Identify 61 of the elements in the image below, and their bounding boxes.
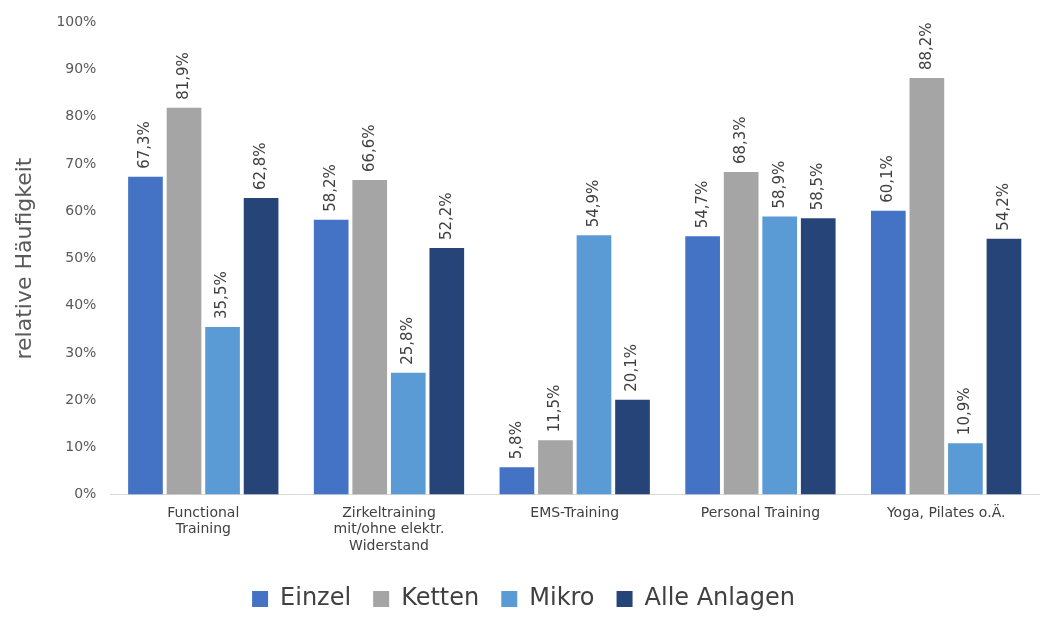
y-tick-label: 50%	[65, 249, 97, 266]
data-label: 5,8%	[506, 421, 525, 460]
bar	[128, 176, 163, 495]
y-tick-label: 90%	[65, 60, 97, 77]
bar	[986, 238, 1022, 495]
y-tick-label: 100%	[56, 13, 97, 30]
y-axis-title: relative Häufigkeit	[10, 157, 36, 360]
y-tick-label: 40%	[65, 296, 97, 313]
y-tick-label: 20%	[65, 390, 97, 407]
data-label: 54,2%	[993, 183, 1012, 231]
bar	[762, 216, 798, 495]
data-label: 58,5%	[808, 162, 827, 211]
bar	[576, 235, 612, 495]
y-tick-label: 80%	[65, 107, 97, 124]
data-label: 54,7%	[692, 180, 711, 229]
data-label: 60,1%	[878, 155, 897, 203]
data-label: 81,9%	[173, 52, 192, 100]
bar	[800, 218, 836, 495]
legend-label: Ketten	[401, 583, 480, 612]
legend-label: Mikro	[529, 583, 595, 612]
y-tick-label: 70%	[65, 154, 97, 171]
data-label: 11,5%	[545, 384, 564, 433]
bar	[205, 326, 240, 495]
x-tick-label: Functional Training	[167, 503, 240, 537]
legend-label: Alle Anlagen	[644, 583, 795, 612]
bar	[615, 399, 650, 495]
data-label: 10,9%	[955, 387, 974, 436]
x-tick-label: EMS-Training	[530, 503, 620, 520]
data-label: 20,1%	[622, 344, 641, 392]
legend-label: Einzel	[280, 583, 352, 612]
x-tick-label: Yoga, Pilates o.Ä.	[885, 502, 1006, 520]
bar	[538, 440, 573, 495]
y-tick-label: 60%	[65, 201, 97, 218]
x-tick-label: Zirkeltraining mit/ohne elektr. Widerstand	[333, 503, 445, 554]
bar	[390, 372, 426, 495]
bar	[499, 467, 535, 495]
bar	[685, 236, 720, 495]
data-label: 25,8%	[398, 317, 417, 365]
data-label: 54,9%	[583, 179, 602, 228]
data-label: 68,3%	[731, 116, 750, 165]
bar	[723, 172, 759, 495]
data-label: 66,6%	[359, 124, 378, 173]
data-label: 88,2%	[916, 22, 935, 71]
data-label: 58,9%	[769, 160, 788, 209]
data-label: 58,2%	[321, 164, 340, 212]
bar	[871, 210, 906, 495]
data-label: 35,5%	[212, 271, 231, 319]
bar	[352, 180, 388, 495]
y-tick-label: 30%	[65, 343, 97, 360]
data-label: 52,2%	[436, 192, 455, 241]
y-tick-label: 10%	[65, 438, 97, 455]
bar	[313, 219, 349, 495]
bar	[166, 107, 202, 495]
bar	[948, 443, 983, 495]
x-tick-label: Personal Training	[700, 503, 821, 520]
data-label: 62,8%	[250, 142, 269, 191]
y-tick-label: 0%	[74, 485, 97, 502]
bar	[909, 78, 945, 495]
data-label: 67,3%	[135, 121, 154, 169]
bar	[243, 198, 279, 495]
bar	[429, 248, 465, 495]
